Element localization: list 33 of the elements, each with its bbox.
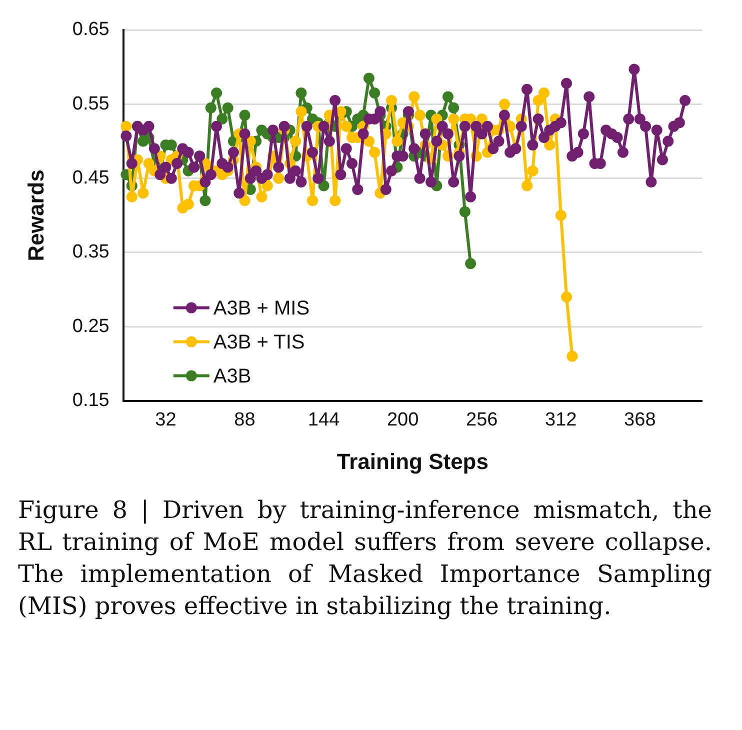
- x-axis-title: Training Steps: [336, 448, 488, 474]
- point: [200, 195, 211, 206]
- point: [369, 88, 380, 99]
- point: [222, 102, 234, 114]
- point: [296, 88, 307, 99]
- point: [318, 180, 330, 192]
- y-tick-label: 0.35: [72, 242, 110, 263]
- y-tick-label: 0.65: [72, 19, 110, 40]
- y-axis-title: Rewards: [23, 170, 48, 262]
- x-tick-label: 368: [624, 409, 656, 430]
- legend-label: A3B: [213, 365, 252, 388]
- point: [216, 113, 228, 124]
- x-tick-label: 88: [234, 409, 256, 430]
- y-tick-label: 0.15: [72, 390, 110, 412]
- point: [239, 110, 250, 121]
- point: [459, 206, 470, 218]
- point: [465, 258, 476, 270]
- caption: Figure 8 | Driven by training-inference mismatch, the RL training of MoE model suffers from severe collapse. The implementation of Masked Importance Sampling (MIS) proves effective in stabilizing the training.: [18, 495, 712, 622]
- legend-label: A3B + TIS: [213, 331, 305, 354]
- x-tick-label: 32: [155, 409, 176, 430]
- y-tick-label: 0.55: [72, 93, 110, 114]
- point: [442, 91, 454, 102]
- x-tick-label: 200: [386, 409, 419, 430]
- y-tick-label: 0.45: [72, 168, 110, 189]
- point: [448, 102, 460, 114]
- x-tick-label: 144: [308, 409, 340, 430]
- y-tick-label: 0.25: [72, 316, 110, 337]
- point: [211, 88, 222, 99]
- x-tick-label: 312: [545, 409, 577, 430]
- point: [363, 72, 374, 84]
- point: [205, 102, 216, 114]
- legend-label: A3B + MIS: [213, 297, 310, 320]
- x-tick-label: 256: [466, 409, 498, 430]
